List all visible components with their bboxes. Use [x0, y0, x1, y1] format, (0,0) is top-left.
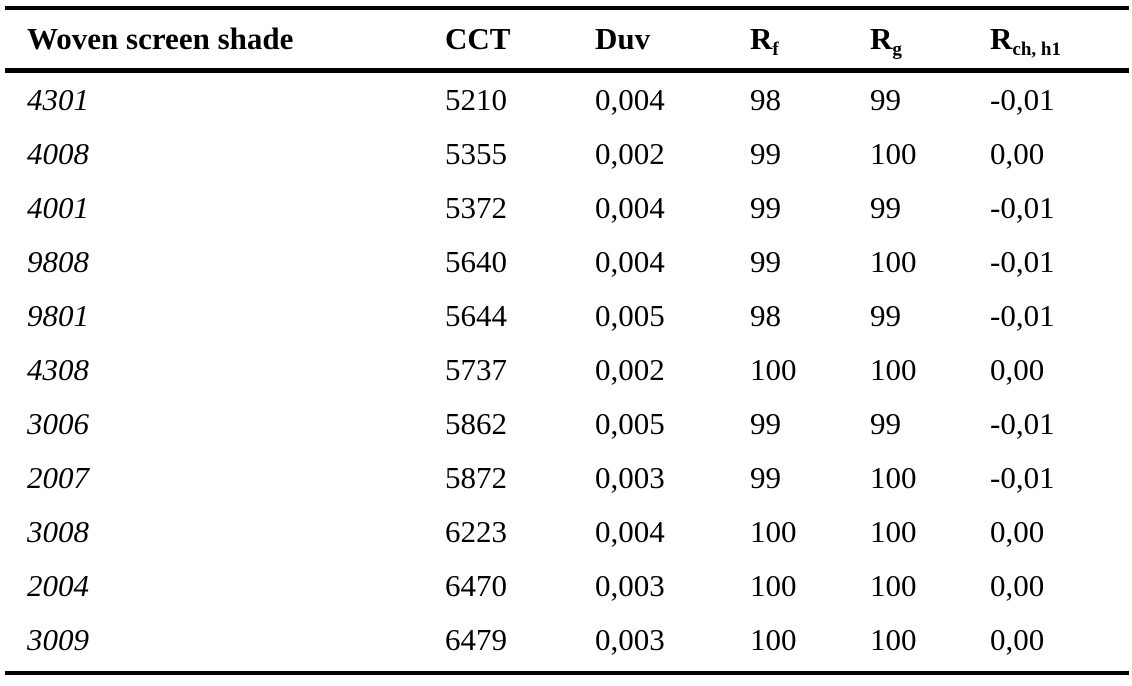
- header-rf-sub: f: [772, 39, 779, 60]
- table-row: 9801 5644 0,005 98 99 -0,01: [5, 289, 1129, 343]
- cell-rf: 100: [750, 622, 797, 657]
- cell-shade: 9808: [27, 244, 89, 279]
- header-duv: Duv: [595, 21, 651, 56]
- cell-rg: 99: [870, 406, 901, 441]
- cell-duv: 0,004: [595, 190, 665, 225]
- header-shade: Woven screen shade: [27, 21, 294, 56]
- cell-shade: 9801: [27, 298, 89, 333]
- cell-duv: 0,004: [595, 514, 665, 549]
- cell-shade: 4001: [27, 190, 89, 225]
- cell-cct: 5644: [445, 298, 507, 333]
- data-table: Woven screen shade CCT Duv Rf Rg Rch, h1…: [5, 6, 1129, 675]
- header-rch-main: R: [990, 21, 1013, 56]
- cell-rch: 0,00: [990, 514, 1045, 549]
- cell-rf: 100: [750, 568, 797, 603]
- cell-rch: 0,00: [990, 622, 1045, 657]
- cell-cct: 5872: [445, 460, 507, 495]
- cell-duv: 0,003: [595, 568, 665, 603]
- table-header-row: Woven screen shade CCT Duv Rf Rg Rch, h1: [5, 10, 1129, 68]
- cell-shade: 3008: [27, 514, 89, 549]
- cell-rch: 0,00: [990, 352, 1045, 387]
- table-body: 4301 5210 0,004 98 99 -0,01 4008 5355 0,…: [5, 73, 1129, 671]
- cell-rg: 100: [870, 136, 917, 171]
- cell-duv: 0,002: [595, 352, 665, 387]
- table-header-rule: [5, 68, 1129, 73]
- cell-cct: 6470: [445, 568, 507, 603]
- cell-rch: -0,01: [990, 82, 1055, 117]
- cell-duv: 0,005: [595, 406, 665, 441]
- cell-rf: 99: [750, 406, 781, 441]
- cell-rg: 100: [870, 460, 917, 495]
- cell-rch: -0,01: [990, 244, 1055, 279]
- cell-rf: 99: [750, 190, 781, 225]
- table-row: 3009 6479 0,003 100 100 0,00: [5, 613, 1129, 667]
- cell-rch: 0,00: [990, 136, 1045, 171]
- cell-shade: 4308: [27, 352, 89, 387]
- cell-rf: 99: [750, 244, 781, 279]
- cell-rch: -0,01: [990, 460, 1055, 495]
- cell-duv: 0,005: [595, 298, 665, 333]
- cell-rf: 100: [750, 514, 797, 549]
- cell-duv: 0,002: [595, 136, 665, 171]
- cell-rf: 99: [750, 136, 781, 171]
- table-row: 3006 5862 0,005 99 99 -0,01: [5, 397, 1129, 451]
- cell-shade: 3009: [27, 622, 89, 657]
- cell-rg: 100: [870, 514, 917, 549]
- cell-rf: 98: [750, 298, 781, 333]
- table-row: 2004 6470 0,003 100 100 0,00: [5, 559, 1129, 613]
- table-top-rule: [5, 6, 1129, 10]
- cell-rf: 100: [750, 352, 797, 387]
- cell-cct: 5862: [445, 406, 507, 441]
- cell-rg: 99: [870, 190, 901, 225]
- table-row: 4308 5737 0,002 100 100 0,00: [5, 343, 1129, 397]
- cell-rch: -0,01: [990, 298, 1055, 333]
- cell-cct: 6223: [445, 514, 507, 549]
- cell-duv: 0,004: [595, 82, 665, 117]
- cell-rch: -0,01: [990, 190, 1055, 225]
- cell-cct: 5640: [445, 244, 507, 279]
- cell-cct: 5372: [445, 190, 507, 225]
- cell-shade: 2004: [27, 568, 89, 603]
- cell-duv: 0,003: [595, 622, 665, 657]
- cell-shade: 4008: [27, 136, 89, 171]
- cell-rg: 100: [870, 352, 917, 387]
- header-rf-main: R: [750, 21, 773, 56]
- cell-shade: 3006: [27, 406, 89, 441]
- table-row: 9808 5640 0,004 99 100 -0,01: [5, 235, 1129, 289]
- table-row: 4008 5355 0,002 99 100 0,00: [5, 127, 1129, 181]
- cell-cct: 5737: [445, 352, 507, 387]
- cell-rg: 99: [870, 82, 901, 117]
- header-rf: Rf: [750, 21, 870, 60]
- table-bottom-rule: [5, 671, 1129, 675]
- cell-rch: 0,00: [990, 568, 1045, 603]
- header-rg-sub: g: [892, 39, 902, 60]
- cell-rch: -0,01: [990, 406, 1055, 441]
- cell-rg: 100: [870, 622, 917, 657]
- table-row: 4301 5210 0,004 98 99 -0,01: [5, 73, 1129, 127]
- cell-shade: 4301: [27, 82, 89, 117]
- cell-duv: 0,004: [595, 244, 665, 279]
- cell-rf: 99: [750, 460, 781, 495]
- cell-rg: 100: [870, 568, 917, 603]
- table-row: 2007 5872 0,003 99 100 -0,01: [5, 451, 1129, 505]
- header-rch-sub: ch, h1: [1012, 39, 1061, 60]
- header-cct: CCT: [445, 21, 511, 56]
- header-rch: Rch, h1: [990, 21, 1129, 60]
- cell-duv: 0,003: [595, 460, 665, 495]
- cell-cct: 5210: [445, 82, 507, 117]
- cell-shade: 2007: [27, 460, 89, 495]
- header-rg-main: R: [870, 21, 893, 56]
- header-rg: Rg: [870, 21, 990, 60]
- table-row: 4001 5372 0,004 99 99 -0,01: [5, 181, 1129, 235]
- cell-cct: 6479: [445, 622, 507, 657]
- cell-rg: 99: [870, 298, 901, 333]
- table-row: 3008 6223 0,004 100 100 0,00: [5, 505, 1129, 559]
- cell-rg: 100: [870, 244, 917, 279]
- cell-cct: 5355: [445, 136, 507, 171]
- cell-rf: 98: [750, 82, 781, 117]
